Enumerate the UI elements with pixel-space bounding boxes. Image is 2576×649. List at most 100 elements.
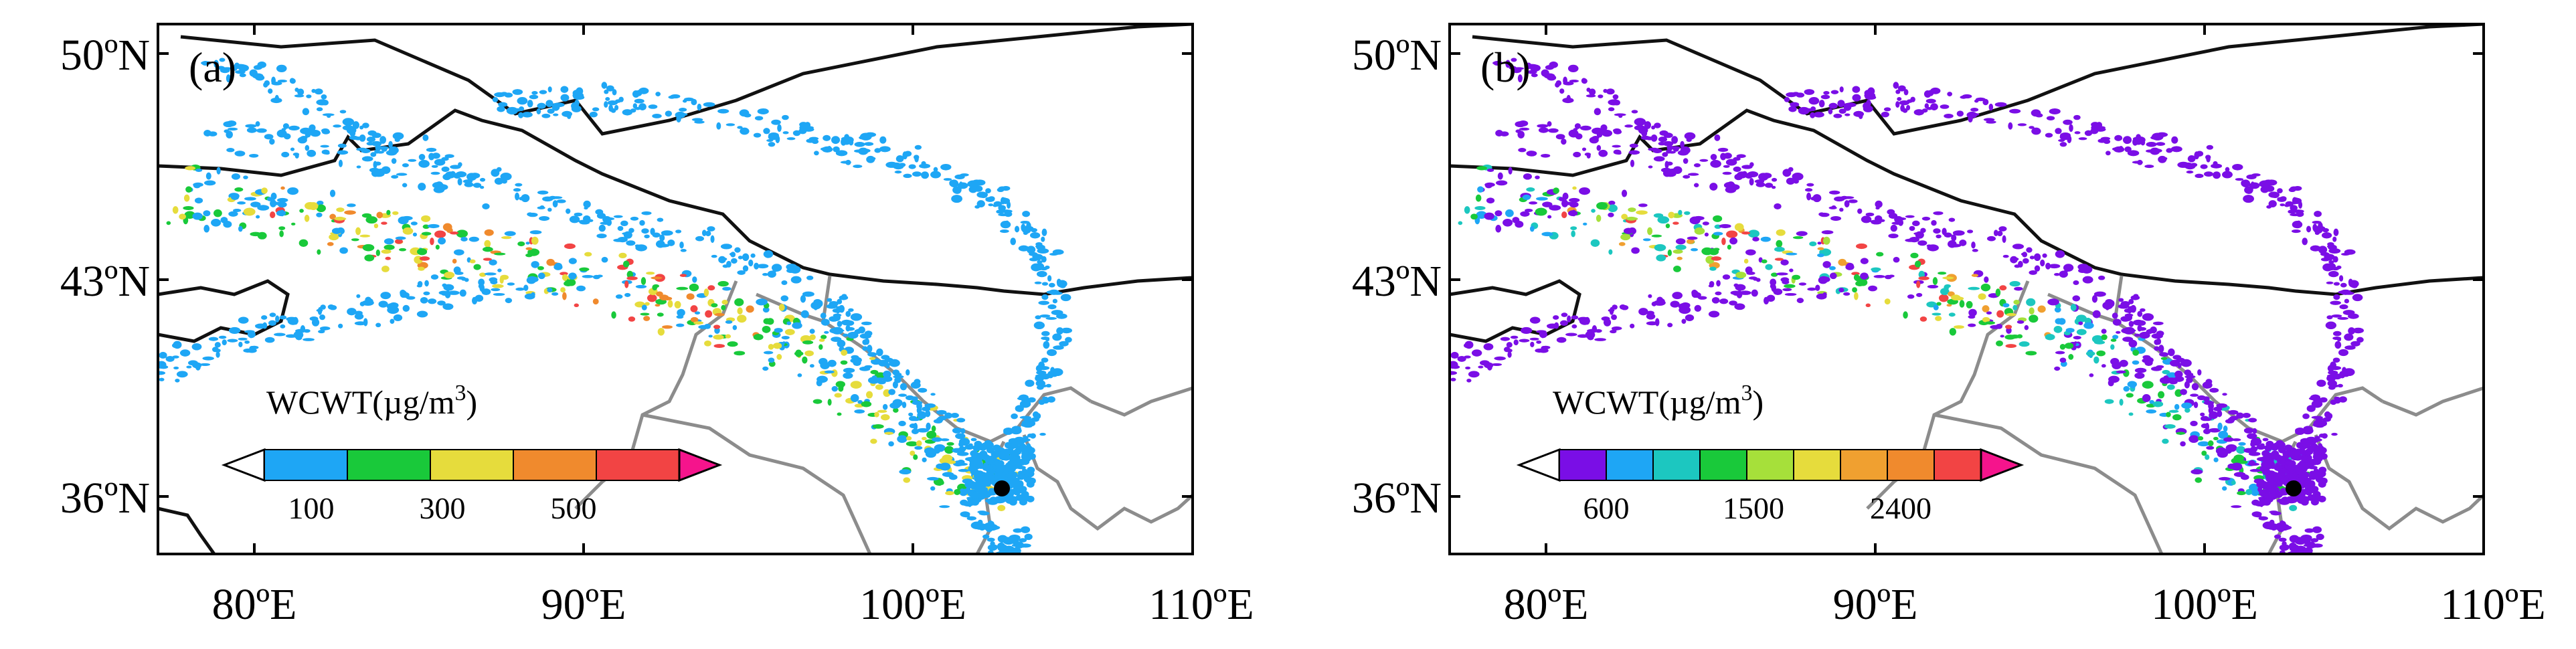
trajectory-cell <box>1918 270 1925 278</box>
trajectory-cell <box>339 110 347 114</box>
trajectory-cell <box>809 329 815 334</box>
trajectory-cell <box>1656 254 1666 262</box>
trajectory-cell <box>1680 146 1691 155</box>
trajectory-cell <box>227 127 238 131</box>
trajectory-cell <box>548 195 557 200</box>
trajectory-cell <box>1751 289 1758 297</box>
trajectory-cell <box>1036 370 1047 375</box>
trajectory-cell <box>232 65 238 71</box>
trajectory-cell <box>677 308 685 316</box>
trajectory-cell <box>2119 399 2124 406</box>
trajectory-cell <box>2112 361 2122 369</box>
trajectory-cell <box>841 136 852 141</box>
trajectory-cell <box>710 235 715 244</box>
trajectory-cell <box>383 238 394 245</box>
trajectory-cell <box>2209 387 2219 393</box>
trajectory-cell <box>2348 278 2353 286</box>
trajectory-cell <box>1833 113 1842 118</box>
trajectory-cell <box>1809 241 1817 247</box>
trajectory-cell <box>1804 188 1813 192</box>
trajectory-cell <box>1596 214 1602 222</box>
trajectory-cell <box>1844 113 1851 116</box>
trajectory-cell <box>612 89 617 96</box>
trajectory-cell <box>1010 238 1017 246</box>
colorbar-swatch <box>430 449 514 481</box>
trajectory-cell <box>249 345 259 349</box>
trajectory-cell <box>2269 493 2278 500</box>
trajectory-cell <box>1003 429 1013 435</box>
trajectory-cell <box>845 159 851 165</box>
trajectory-cell <box>978 511 990 516</box>
trajectory-cell <box>1704 232 1709 237</box>
trajectory-cell <box>1598 94 1604 98</box>
trajectory-cell <box>974 440 982 448</box>
trajectory-cell <box>456 276 466 280</box>
trajectory-cell <box>988 196 995 201</box>
trajectory-cell <box>1654 318 1660 327</box>
trajectory-cell <box>763 351 774 355</box>
trajectory-cell <box>1646 313 1656 320</box>
trajectory-cell <box>2146 329 2153 334</box>
trajectory-cell <box>1555 134 1565 140</box>
trajectory-cell <box>1776 272 1788 276</box>
trajectory-cell <box>2076 329 2087 335</box>
trajectory-cell <box>381 266 390 272</box>
trajectory-cell <box>1585 331 1596 339</box>
trajectory-cell <box>1592 127 1604 134</box>
trajectory-cell <box>1493 60 1501 66</box>
trajectory-cell <box>270 211 276 219</box>
trajectory-cell <box>1590 239 1600 247</box>
trajectory-cell <box>725 334 732 339</box>
trajectory-cell <box>910 450 916 456</box>
trajectory-cell <box>2344 333 2354 341</box>
trajectory-cell <box>1993 229 1998 237</box>
trajectory-cell <box>276 210 286 217</box>
trajectory-cell <box>1855 243 1867 250</box>
trajectory-cell <box>1773 288 1783 296</box>
trajectory-cell <box>899 469 912 474</box>
trajectory-cell <box>1630 323 1635 329</box>
trajectory-cell <box>1843 292 1851 296</box>
trajectory-cell <box>274 333 286 337</box>
trajectory-cell <box>2083 322 2094 329</box>
trajectory-cell <box>2246 174 2257 180</box>
trajectory-cell <box>718 257 727 261</box>
trajectory-cell <box>363 318 368 327</box>
trajectory-cell <box>290 78 296 84</box>
trajectory-cell <box>333 124 341 128</box>
trajectory-cell <box>2326 254 2334 261</box>
trajectory-cell <box>2195 477 2203 483</box>
trajectory-cell <box>1648 165 1653 169</box>
trajectory-cell <box>1905 215 1915 218</box>
trajectory-cell <box>2084 130 2093 136</box>
trajectory-cell <box>662 325 673 329</box>
trajectory-cell <box>837 412 842 416</box>
trajectory-cell <box>1933 304 1939 310</box>
trajectory-cell <box>2124 146 2132 153</box>
trajectory-cell <box>2243 448 2254 453</box>
trajectory-cell <box>820 312 827 319</box>
trajectory-cell <box>261 315 268 320</box>
trajectory-cell <box>288 125 300 131</box>
trajectory-cell <box>422 134 429 141</box>
trajectory-cell <box>2280 520 2285 527</box>
trajectory-cell <box>1693 183 1699 187</box>
trajectory-cell <box>2054 366 2061 371</box>
trajectory-cell <box>2176 432 2186 435</box>
trajectory-cell <box>970 438 977 442</box>
trajectory-cell <box>624 292 631 297</box>
trajectory-cell <box>238 316 249 324</box>
trajectory-cell <box>249 70 258 75</box>
trajectory-cell <box>1875 206 1880 210</box>
trajectory-cell <box>1442 375 1449 381</box>
trajectory-cell <box>854 329 861 334</box>
trajectory-cell <box>2124 313 2133 321</box>
trajectory-cell <box>774 328 783 333</box>
trajectory-cell <box>1944 232 1952 238</box>
trajectory-cell <box>2290 186 2298 191</box>
trajectory-cell <box>1665 223 1670 229</box>
lat-label-a-43: 43ºN <box>60 257 150 306</box>
trajectory-cell <box>2142 394 2151 402</box>
trajectory-cell <box>1970 108 1979 112</box>
trajectory-cell <box>347 203 356 207</box>
